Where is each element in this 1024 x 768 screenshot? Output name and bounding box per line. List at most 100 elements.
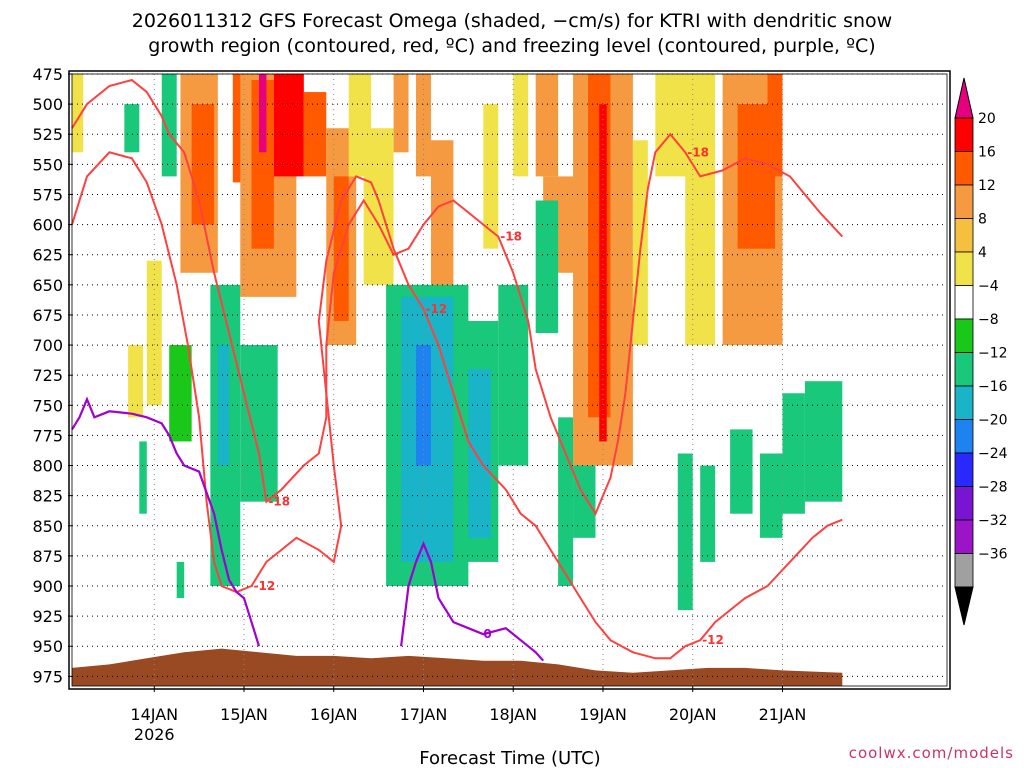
freezing-level-line-2 bbox=[400, 540, 545, 662]
omega-cell bbox=[782, 393, 805, 514]
omega-cell bbox=[513, 74, 529, 177]
omega-cell bbox=[128, 345, 144, 418]
omega-cell bbox=[573, 465, 596, 538]
omega-cell bbox=[124, 104, 140, 153]
omega-cell bbox=[363, 128, 394, 285]
dgz-contour-label: -12 bbox=[253, 579, 275, 593]
colorbar-label: −28 bbox=[978, 480, 1008, 496]
colorbar-swatch bbox=[954, 184, 974, 219]
colorbar-bottom-arrow bbox=[954, 586, 974, 626]
colorbar-label: 20 bbox=[978, 111, 996, 127]
credit-text: coolwx.com/models bbox=[849, 744, 1014, 762]
colorbar-swatch bbox=[954, 117, 974, 152]
y-tick-label: 900 bbox=[32, 577, 63, 596]
omega-cell bbox=[217, 345, 230, 466]
omega-cell bbox=[730, 429, 753, 514]
x-tick-label: 15JAN bbox=[220, 705, 268, 724]
colorbar-label: −12 bbox=[978, 346, 1008, 362]
colorbar-label: −24 bbox=[978, 446, 1008, 462]
omega-cell bbox=[677, 453, 693, 611]
omega-cell bbox=[176, 561, 185, 599]
x-axis-label: Forecast Time (UTC) bbox=[419, 748, 600, 768]
colorbar-swatch bbox=[954, 151, 974, 186]
dgz-contour-line bbox=[71, 78, 844, 516]
colorbar: 20 16 12 8 4 −4 −8 −12 −16 −20 −24 −28 −32 −36 bbox=[954, 77, 1008, 626]
omega-cell bbox=[169, 345, 192, 442]
freezing-level-line bbox=[71, 396, 261, 647]
omega-cell bbox=[468, 369, 491, 538]
colorbar-swatch bbox=[954, 519, 974, 554]
y-tick-label: 700 bbox=[32, 336, 63, 355]
y-tick-label: 675 bbox=[32, 306, 63, 325]
colorbar-label: 4 bbox=[978, 245, 987, 261]
omega-cell bbox=[804, 381, 843, 502]
omega-cell bbox=[273, 74, 304, 177]
omega-cell bbox=[303, 92, 327, 177]
colorbar-swatch bbox=[954, 318, 974, 353]
dgz-contour-line bbox=[71, 151, 843, 660]
x-tick-label: 16JAN bbox=[310, 705, 358, 724]
omega-cell bbox=[599, 104, 607, 442]
x-tick-label: 14JAN bbox=[130, 705, 178, 724]
omega-cell bbox=[700, 465, 716, 562]
colorbar-label: −36 bbox=[978, 547, 1008, 563]
colorbar-swatch bbox=[954, 385, 974, 420]
y-tick-label: 850 bbox=[32, 517, 63, 536]
dgz-contour-label: -12 bbox=[425, 302, 447, 316]
colorbar-swatch bbox=[954, 285, 974, 320]
x-tick-sublabel: 2026 bbox=[134, 725, 175, 744]
omega-cell bbox=[146, 260, 162, 406]
y-tick-label: 825 bbox=[32, 487, 63, 506]
y-tick-label: 575 bbox=[32, 185, 63, 204]
colorbar-label: −8 bbox=[978, 312, 999, 328]
dgz-contour-label: -18 bbox=[268, 495, 290, 509]
y-tick-label: 800 bbox=[32, 457, 63, 476]
colorbar-swatch bbox=[954, 218, 974, 253]
y-tick-label: 775 bbox=[32, 426, 63, 445]
omega-cell bbox=[232, 74, 245, 183]
omega-cell bbox=[240, 345, 278, 502]
y-tick-label: 950 bbox=[32, 637, 63, 656]
y-tick-label: 750 bbox=[32, 396, 63, 415]
y-tick-label: 725 bbox=[32, 366, 63, 385]
terrain-area bbox=[72, 648, 843, 686]
colorbar-label: −16 bbox=[978, 379, 1008, 395]
y-tick-label: 975 bbox=[32, 667, 63, 686]
omega-cell bbox=[558, 417, 574, 587]
colorbar-swatch bbox=[954, 486, 974, 521]
freezing-level-label: 0 bbox=[483, 627, 491, 641]
y-tick-label: 600 bbox=[32, 216, 63, 235]
omega-cell bbox=[767, 74, 783, 177]
omega-cell bbox=[416, 345, 431, 466]
colorbar-swatch bbox=[954, 251, 974, 286]
y-tick-label: 875 bbox=[32, 547, 63, 566]
dgz-contour-label: -18 bbox=[687, 145, 709, 159]
colorbar-label: −32 bbox=[978, 513, 1008, 529]
omega-cell bbox=[258, 74, 267, 153]
x-tick-label: 20JAN bbox=[669, 705, 717, 724]
omega-cell bbox=[685, 74, 716, 346]
y-tick-label: 650 bbox=[32, 276, 63, 295]
y-tick-label: 625 bbox=[32, 246, 63, 265]
colorbar-top-arrow bbox=[954, 77, 974, 119]
y-tick-label: 500 bbox=[32, 95, 63, 114]
temperature-contours: -12 -12 -12 -18 -18 -18 0 bbox=[71, 78, 844, 662]
colorbar-swatch bbox=[954, 419, 974, 454]
x-tick-label: 21JAN bbox=[759, 705, 807, 724]
colorbar-label: 8 bbox=[978, 212, 987, 228]
omega-cell bbox=[393, 74, 409, 153]
terrain-fill bbox=[72, 648, 843, 686]
colorbar-swatch bbox=[954, 553, 974, 588]
omega-cell bbox=[535, 200, 559, 334]
dgz-contour-label: -12 bbox=[702, 633, 724, 647]
y-tick-label: 525 bbox=[32, 125, 63, 144]
omega-cell bbox=[483, 104, 499, 249]
y-tick-label: 475 bbox=[32, 65, 63, 84]
chart-title-line-2: growth region (contoured, red, ºC) and f… bbox=[148, 35, 875, 57]
colorbar-label: 12 bbox=[978, 178, 996, 194]
omega-cell bbox=[72, 74, 84, 153]
plot-inner-frame bbox=[71, 73, 948, 687]
chart-title-line-1: 2026011312 GFS Forecast Omega (shaded, −… bbox=[132, 10, 892, 32]
